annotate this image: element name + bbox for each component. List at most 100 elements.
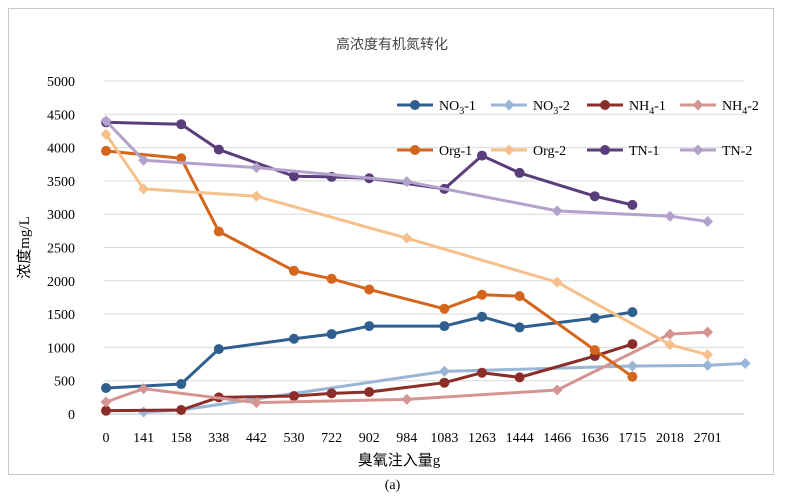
series-tn-1-point (589, 191, 600, 202)
series-org-2-line (104, 133, 708, 357)
series-tn-2-point (100, 115, 112, 127)
series-tn-1-point (176, 119, 187, 130)
series-tn-1-point (514, 167, 525, 178)
y-tick-label: 3500 (47, 175, 75, 190)
chart-frame: 高浓度有机氮转化 0 500 1000 1500 2000 2500 3000 3500 400… (8, 8, 774, 475)
series-org-1-point (589, 345, 600, 356)
legend-tn-1-point (600, 145, 610, 155)
series-tn-2-point (138, 154, 150, 166)
x-tick-label: 2701 (694, 431, 722, 446)
y-tick-label: 500 (54, 375, 75, 390)
series-nh4-1 (101, 339, 638, 416)
series-org-2-point (551, 276, 563, 288)
legend-entry-tn-1: TN-1 (587, 144, 659, 159)
legend-tn-2-point (692, 144, 704, 156)
legend-label-sub: 4 (742, 106, 747, 117)
x-tick-label: 338 (208, 431, 229, 446)
legend-nh4-2-point (692, 99, 704, 111)
legend-label-tail: -1 (464, 99, 476, 114)
series-org-1-point (439, 303, 450, 314)
series-no3-2-point (138, 406, 150, 418)
series-no3-2-point (739, 357, 751, 369)
line-chart: 高浓度有机氮转化 0500100015002000250030003500400… (16, 36, 759, 469)
series-no3-1-point (176, 379, 187, 390)
series-org-1-point (101, 145, 111, 156)
series-nh4-2-point (664, 328, 676, 340)
series-nh4-2-point (401, 393, 413, 405)
chart-title: 高浓度有机氮转化 (336, 36, 448, 53)
x-tick-label: 1444 (506, 431, 534, 446)
series-org-2-point (702, 349, 714, 361)
y-axis-label: 浓度mg/L (16, 216, 33, 279)
legend-label-tail: -2 (747, 99, 759, 114)
series-tn-2-point (664, 210, 676, 222)
series-no3-1-point (213, 344, 224, 355)
legend-label-tail: -2 (558, 99, 570, 114)
x-tick-label: 1263 (468, 431, 496, 446)
y-tick-label: 0 (68, 408, 75, 423)
legend-label-main: Org-2 (533, 144, 566, 159)
legend-entry-org-1: Org-1 (397, 144, 472, 159)
series-nh4-2-point (100, 396, 112, 408)
y-tick-label: 3000 (47, 208, 75, 223)
series-nh4-1-point (289, 391, 299, 402)
legend-label-main: Org-1 (439, 144, 472, 159)
gridlines (104, 80, 744, 382)
legend-nh4-1-point (600, 100, 610, 110)
series-tn-2-point (702, 216, 714, 228)
series-no3-2-point (438, 365, 450, 377)
x-tick-label: 141 (133, 431, 154, 446)
series-org-2-point (100, 128, 112, 140)
series-no3-1-point (439, 321, 450, 332)
series-org-1-point (627, 371, 638, 382)
series-tn-1-point (477, 150, 487, 161)
series-tn-2-point (551, 205, 563, 217)
series-no3-1-point (289, 333, 299, 344)
series-no3-1-point (627, 307, 638, 318)
legend-label: Org-2 (533, 144, 566, 159)
series-no3-1-point (514, 322, 525, 333)
legend-label: NO3-2 (533, 99, 570, 117)
legend-entry-org-2: Org-2 (491, 144, 566, 159)
legend-org-1-point (410, 145, 420, 155)
x-tick-label: 722 (321, 431, 342, 446)
series-nh4-2-point (551, 384, 563, 396)
series-no3-1-point (477, 311, 487, 322)
series-tn-2-point (250, 162, 262, 174)
y-axis-ticks: 0 500 1000 1500 2000 2500 3000 3500 4000 4500 5000 (47, 75, 75, 423)
legend-label-main: TN-1 (629, 144, 659, 159)
series-org-1-point (326, 273, 337, 284)
x-tick-label: 1715 (618, 431, 646, 446)
x-tick-label: 442 (246, 431, 267, 446)
legend-label-main: NH (629, 99, 649, 114)
legend-entry-nh4-1: NH4-1 (587, 99, 666, 117)
legend-no3-1-point (410, 100, 420, 110)
series-no3-1-point (589, 313, 600, 324)
series-no3-2-point (626, 360, 638, 372)
y-tick-label: 5000 (47, 75, 75, 90)
legend-label-main: TN-2 (722, 144, 752, 159)
series-org-2-point (250, 190, 262, 202)
series-no3-2-point (702, 359, 714, 371)
series-tn-1-point (627, 199, 638, 210)
series-org-1-point (176, 153, 187, 164)
series-group (100, 115, 751, 418)
series-tn-2 (100, 115, 714, 228)
legend-label-main: NH (722, 99, 742, 114)
series-nh4-1-point (439, 377, 450, 388)
series-nh4-1-point (627, 339, 638, 350)
series-nh4-2-point (138, 383, 150, 395)
series-nh4-1-point (326, 388, 337, 399)
legend-label-main: NO (533, 99, 553, 114)
legend-label-sub: 3 (459, 106, 464, 117)
legend-label: NH4-2 (722, 99, 759, 117)
series-org-1 (101, 145, 638, 382)
series-nh4-1-point (364, 387, 375, 398)
series-org-2-point (664, 339, 676, 351)
series-nh4-2-point (250, 397, 262, 409)
x-tick-label: 984 (396, 431, 417, 446)
series-org-2 (100, 128, 714, 361)
y-tick-label: 1000 (47, 341, 75, 356)
legend-entry-tn-2: TN-2 (680, 144, 752, 159)
